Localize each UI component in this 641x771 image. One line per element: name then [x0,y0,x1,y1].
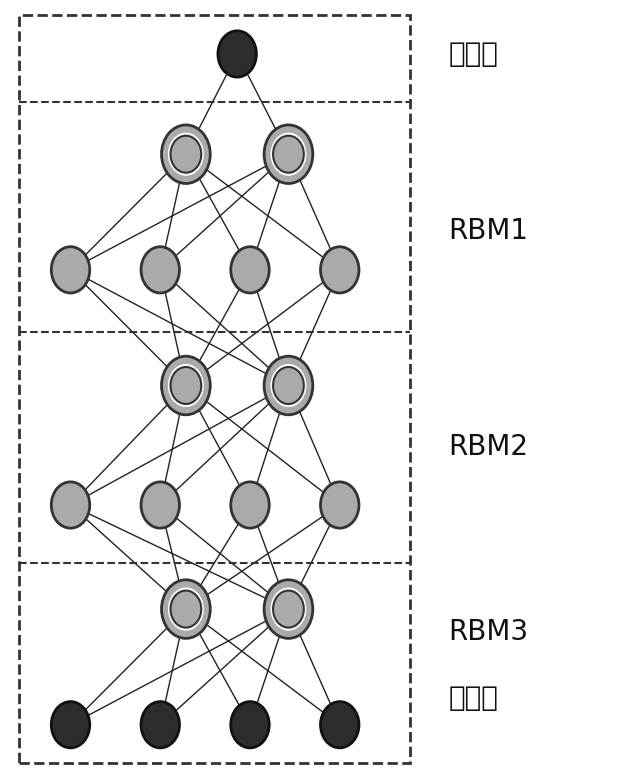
Circle shape [162,580,210,638]
Circle shape [271,133,306,176]
Circle shape [320,482,359,528]
Circle shape [320,702,359,748]
Circle shape [162,356,210,415]
Circle shape [271,364,306,407]
Circle shape [264,356,313,415]
Circle shape [141,247,179,293]
Circle shape [171,591,201,628]
Text: RBM2: RBM2 [449,433,529,461]
Text: 输入层: 输入层 [449,40,499,68]
Circle shape [273,591,304,628]
Circle shape [231,482,269,528]
Circle shape [162,125,210,183]
Circle shape [141,482,179,528]
Circle shape [168,133,204,176]
Circle shape [273,367,304,404]
Circle shape [168,588,204,631]
Bar [19,15,410,763]
Circle shape [264,125,313,183]
Circle shape [51,247,90,293]
Text: 输出层: 输出层 [449,684,499,712]
Text: RBM3: RBM3 [449,618,529,646]
Circle shape [264,580,313,638]
Circle shape [141,702,179,748]
Circle shape [51,482,90,528]
Circle shape [51,702,90,748]
Circle shape [273,136,304,173]
Circle shape [168,364,204,407]
Circle shape [171,136,201,173]
Circle shape [271,588,306,631]
Circle shape [231,247,269,293]
Circle shape [171,367,201,404]
Circle shape [320,247,359,293]
Text: RBM1: RBM1 [449,217,529,245]
Circle shape [231,702,269,748]
Circle shape [218,31,256,77]
